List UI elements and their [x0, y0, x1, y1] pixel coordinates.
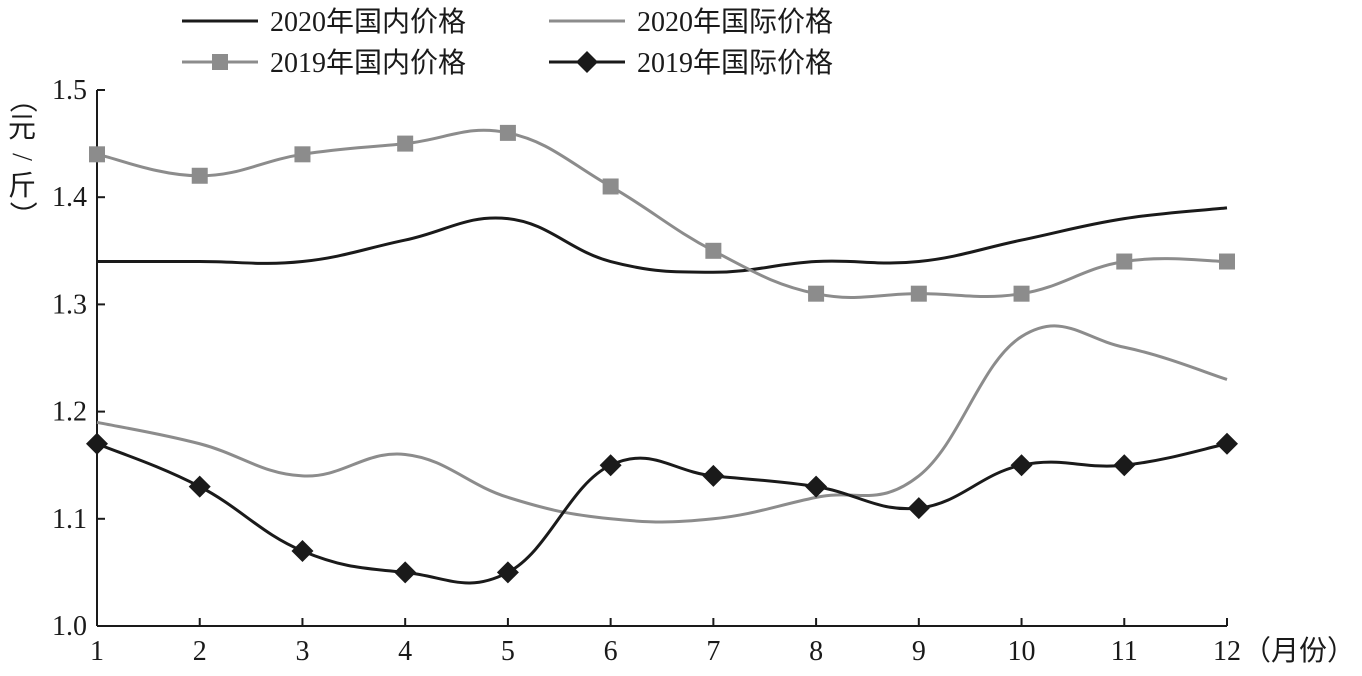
data-point: [291, 539, 314, 562]
data-point: [910, 285, 927, 302]
series-line: [96, 442, 1228, 585]
data-point: [496, 561, 519, 584]
series-line: [96, 128, 1228, 299]
data-point: [705, 242, 722, 259]
x-tick-label: 10: [1008, 636, 1036, 667]
series-2: [96, 324, 1228, 524]
legend-item: 2020年国内价格: [182, 6, 466, 38]
data-point: [599, 454, 622, 477]
data-point: [907, 497, 930, 520]
y-tick-label: 1.4: [52, 182, 87, 213]
legend-marker: [212, 54, 228, 70]
legend-label: 2019年国内价格: [270, 47, 466, 79]
data-point: [602, 178, 619, 195]
series-4: [86, 432, 1238, 585]
y-tick-label: 1.5: [52, 75, 87, 106]
x-tick-label: 7: [706, 636, 720, 667]
data-point: [397, 135, 414, 152]
data-point: [86, 432, 108, 455]
data-point: [702, 464, 725, 487]
series-1: [97, 206, 1228, 274]
data-point: [499, 124, 516, 141]
x-tick-label: 5: [501, 636, 515, 667]
data-point: [294, 146, 311, 163]
x-tick-label: 1: [90, 636, 104, 667]
x-tick-label: 2: [193, 636, 207, 667]
legend-label: 2019年国际价格: [637, 47, 833, 79]
x-tick-label: 11: [1111, 636, 1138, 667]
data-point: [1219, 253, 1235, 270]
legend-item: 2019年国际价格: [549, 47, 833, 79]
x-tick-label: 6: [604, 636, 618, 667]
data-point: [1010, 454, 1033, 477]
data-point: [1216, 432, 1238, 455]
data-point: [805, 475, 828, 498]
series-lines: [86, 124, 1238, 585]
data-point: [89, 146, 105, 163]
data-point: [1116, 253, 1133, 270]
x-tick-label: 3: [295, 636, 309, 667]
series-line: [97, 206, 1228, 274]
x-tick-label: 9: [912, 636, 926, 667]
y-axis-label-glyph: /: [6, 153, 37, 161]
y-tick-label: 1.1: [52, 504, 87, 535]
series-line: [96, 324, 1228, 524]
y-tick-label: 1.0: [52, 611, 87, 642]
data-point: [394, 561, 417, 584]
legend-item: 2020年国际价格: [549, 6, 833, 38]
legend: 2020年国内价格 2020年国际价格 2019年国内价格 2019年国际价格: [182, 6, 833, 79]
x-tick-label: 4: [398, 636, 412, 667]
x-tick-label: 12: [1213, 636, 1241, 667]
data-point: [188, 475, 211, 498]
axes: 1.01.11.21.31.41.51 2 3 4 5 6 7 8 9 10 11 12 （月份）元斤（…: [6, 75, 1355, 667]
y-axis-label-glyph: ）: [6, 201, 38, 229]
legend-label: 2020年国内价格: [270, 6, 466, 38]
legend-marker: [576, 51, 598, 73]
series-3: [89, 124, 1235, 302]
legend-item: 2019年国内价格: [182, 47, 466, 79]
data-point: [1113, 454, 1136, 477]
data-point: [1013, 285, 1030, 302]
y-axis-label-glyph: （: [6, 85, 38, 113]
data-point: [191, 167, 208, 184]
y-tick-label: 1.3: [52, 289, 87, 320]
x-tick-label: 8: [809, 636, 823, 667]
data-point: [808, 285, 825, 302]
x-axis-label: （月份）: [1243, 635, 1355, 667]
legend-label: 2020年国际价格: [637, 6, 833, 38]
y-tick-label: 1.2: [52, 397, 87, 428]
y-axis-label: 元斤: [8, 113, 36, 202]
